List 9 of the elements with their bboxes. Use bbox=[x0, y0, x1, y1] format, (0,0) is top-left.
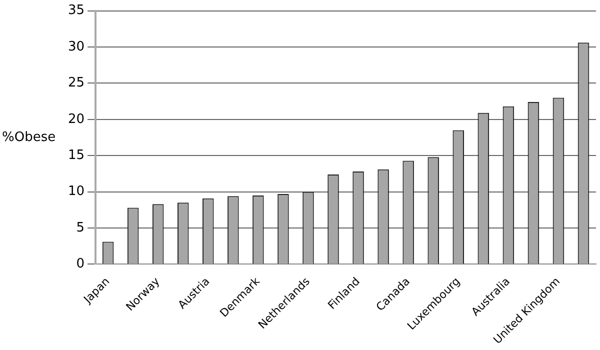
y-tick-label: 10 bbox=[68, 184, 85, 200]
y-tick-label: 25 bbox=[68, 76, 85, 91]
y-tick-label: 20 bbox=[68, 112, 85, 127]
y-tick-label: 35 bbox=[68, 3, 85, 18]
y-tick-label: 0 bbox=[76, 256, 85, 272]
y-tick-label: 15 bbox=[68, 148, 85, 163]
y-tick-label: 5 bbox=[76, 220, 85, 236]
y-axis-title: %Obese bbox=[2, 130, 56, 145]
y-tick-label: 30 bbox=[68, 39, 85, 54]
